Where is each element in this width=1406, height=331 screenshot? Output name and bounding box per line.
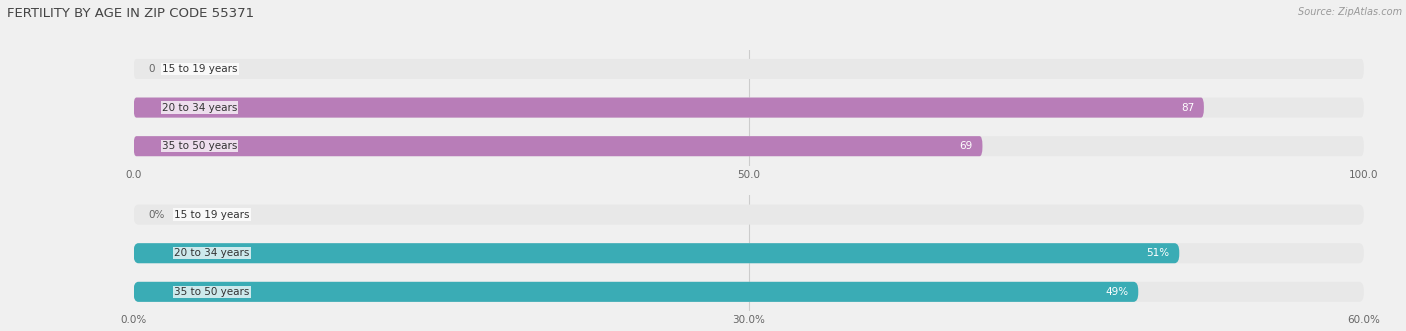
Text: 15 to 19 years: 15 to 19 years [162,64,238,74]
FancyBboxPatch shape [134,136,983,156]
Text: 20 to 34 years: 20 to 34 years [162,103,238,113]
Text: 49%: 49% [1105,287,1129,297]
Text: Source: ZipAtlas.com: Source: ZipAtlas.com [1298,7,1402,17]
FancyBboxPatch shape [134,282,1139,302]
Text: 0%: 0% [149,210,165,219]
FancyBboxPatch shape [134,243,1364,263]
Text: FERTILITY BY AGE IN ZIP CODE 55371: FERTILITY BY AGE IN ZIP CODE 55371 [7,7,254,20]
Text: 35 to 50 years: 35 to 50 years [162,141,238,151]
FancyBboxPatch shape [134,98,1364,118]
FancyBboxPatch shape [134,98,1204,118]
Text: 69: 69 [959,141,973,151]
Text: 15 to 19 years: 15 to 19 years [174,210,250,219]
FancyBboxPatch shape [134,282,1364,302]
FancyBboxPatch shape [134,59,1364,79]
FancyBboxPatch shape [134,243,1180,263]
Text: 20 to 34 years: 20 to 34 years [174,248,249,258]
FancyBboxPatch shape [134,136,1364,156]
Text: 87: 87 [1181,103,1194,113]
Text: 35 to 50 years: 35 to 50 years [174,287,249,297]
FancyBboxPatch shape [134,205,1364,225]
Text: 0: 0 [149,64,155,74]
Text: 51%: 51% [1146,248,1170,258]
